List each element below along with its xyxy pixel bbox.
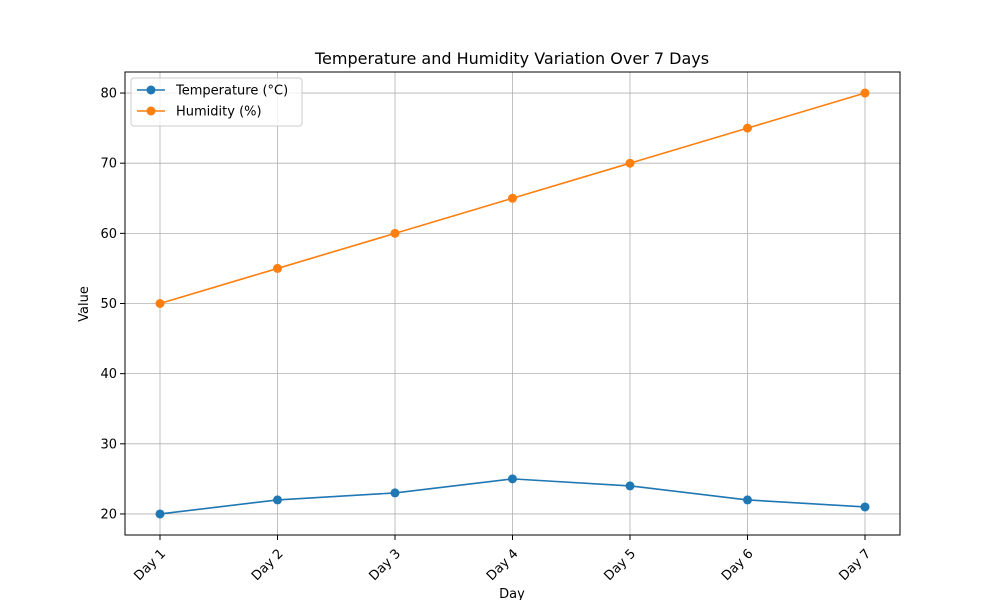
legend-marker: [146, 85, 156, 95]
data-point: [743, 495, 752, 505]
y-tick-label: 80: [100, 87, 117, 102]
data-point: [155, 509, 165, 519]
x-tick-label: Day 3: [367, 546, 405, 584]
y-tick-label: 30: [100, 437, 117, 452]
data-point: [860, 88, 870, 98]
legend-box: [130, 77, 303, 127]
x-tick-label: Day 7: [837, 546, 875, 584]
legend-item: Temperature (°C): [137, 84, 288, 99]
x-tick-label: Day 2: [249, 546, 287, 584]
data-point: [860, 502, 870, 512]
y-tick-label: 20: [100, 507, 117, 522]
legend-marker: [146, 106, 156, 116]
series-0: [155, 474, 870, 519]
x-tick-label: Day 4: [484, 546, 522, 584]
legend-item: Humidity (%): [137, 105, 262, 120]
grid: [125, 72, 900, 535]
x-axis: Day 1 Day 2 Day 3 Day 4 Day 5 Day 6 Day 7: [132, 535, 875, 584]
data-point: [743, 123, 752, 133]
y-axis-label: Value: [77, 286, 92, 322]
legend: Temperature (°C) Humidity (%): [130, 77, 303, 127]
y-tick-label: 50: [100, 297, 117, 312]
data-point: [155, 299, 165, 308]
data-point: [273, 263, 282, 273]
x-tick-label: Day 5: [602, 546, 640, 584]
series-1: [155, 88, 870, 308]
y-tick-label: 40: [100, 367, 117, 382]
y-tick-label: 70: [100, 157, 117, 172]
y-axis: 20 30 40 50 60 70 80: [100, 87, 125, 522]
x-tick-label: Day 6: [719, 546, 757, 584]
data-point: [508, 474, 517, 484]
chart-title: Temperature and Humidity Variation Over …: [314, 49, 709, 68]
legend-label: Humidity (%): [176, 105, 262, 120]
x-tick-label: Day 1: [132, 546, 170, 584]
x-axis-label: Day: [499, 587, 525, 600]
data-point: [625, 158, 635, 168]
data-point: [390, 488, 400, 498]
data-point: [390, 228, 400, 238]
series-layer: [155, 88, 870, 519]
legend-label: Temperature (°C): [175, 84, 288, 99]
data-point: [625, 481, 635, 491]
y-tick-label: 60: [100, 227, 117, 242]
data-point: [508, 193, 517, 203]
data-point: [273, 495, 282, 505]
